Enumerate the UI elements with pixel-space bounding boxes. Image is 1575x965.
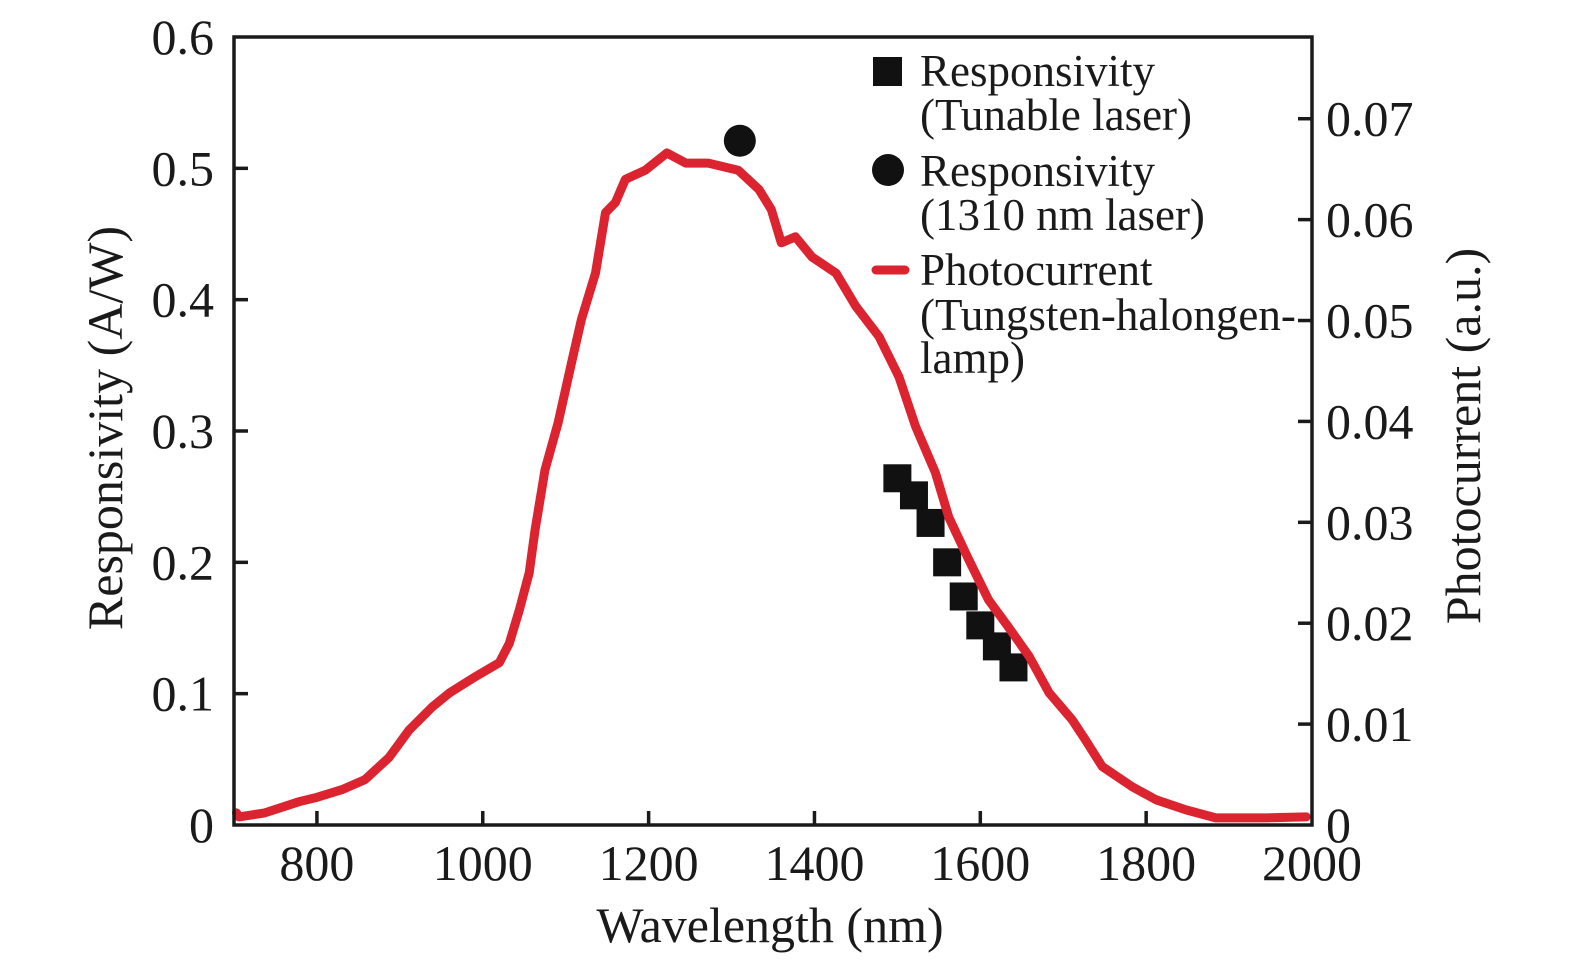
y2-tick-label: 0.06: [1326, 192, 1414, 248]
y2-tick-label: 0.03: [1326, 494, 1414, 550]
legend-label-photocurrent-line3: lamp): [920, 333, 1025, 383]
y2-axis-title: Photocurrent (a.u.): [1435, 248, 1491, 624]
y2-tick-label: 0.04: [1326, 393, 1414, 449]
legend-circle-marker-icon: [872, 154, 904, 186]
y2-tick-label: 0.07: [1326, 91, 1414, 147]
tunable-laser-point: [933, 548, 962, 577]
ticks: 800 1000 1200 1400 1600 1800 200000.10.20.30.4…: [152, 9, 1414, 891]
legend-label-tunable-line1: Responsivity: [920, 46, 1156, 96]
legend: Responsivity (Tunable laser) Responsivit…: [871, 46, 1296, 383]
tunable-laser-point: [916, 508, 945, 537]
y-axis-title: Responsivity (A/W): [77, 226, 133, 630]
laser-1310-point: [723, 124, 756, 157]
x-tick-label: 1400: [764, 835, 864, 891]
tunable-laser-point: [899, 481, 928, 510]
tunable-laser-point: [949, 582, 978, 611]
tunable-laser-point: [999, 653, 1028, 682]
photocurrent-line: [232, 148, 1311, 823]
y2-tick-label: 0.02: [1326, 595, 1414, 651]
legend-square-marker-icon: [873, 57, 902, 86]
legend-label-photocurrent-line2: (Tungsten-halongen-: [920, 290, 1296, 340]
x-axis-title: Wavelength (nm): [596, 897, 943, 953]
y-tick-label: 0.3: [152, 403, 215, 459]
y-tick-label: 0.1: [152, 666, 215, 722]
legend-label-tunable-line2: (Tunable laser): [920, 90, 1192, 140]
legend-label-photocurrent-line1: Photocurrent: [920, 245, 1153, 295]
y-tick-label: 0.4: [152, 272, 215, 328]
y2-tick-label: 0: [1326, 797, 1351, 853]
y2-tick-label: 0.05: [1326, 293, 1414, 349]
plot-area: [232, 124, 1311, 823]
y2-tick-label: 0.01: [1326, 696, 1414, 752]
x-tick-label: 2000: [1262, 835, 1362, 891]
y-tick-label: 0.2: [152, 534, 215, 590]
x-tick-label: 1600: [930, 835, 1030, 891]
y-tick-label: 0.6: [152, 9, 215, 65]
x-tick-label: 1000: [433, 835, 533, 891]
x-tick-label: 1200: [599, 835, 699, 891]
x-tick-label: 1800: [1096, 835, 1196, 891]
y-tick-label: 0: [189, 797, 214, 853]
x-tick-label: 800: [279, 835, 354, 891]
legend-label-1310-line2: (1310 nm laser): [920, 190, 1205, 240]
y-tick-label: 0.5: [152, 140, 215, 196]
legend-label-1310-line1: Responsivity: [920, 146, 1156, 196]
